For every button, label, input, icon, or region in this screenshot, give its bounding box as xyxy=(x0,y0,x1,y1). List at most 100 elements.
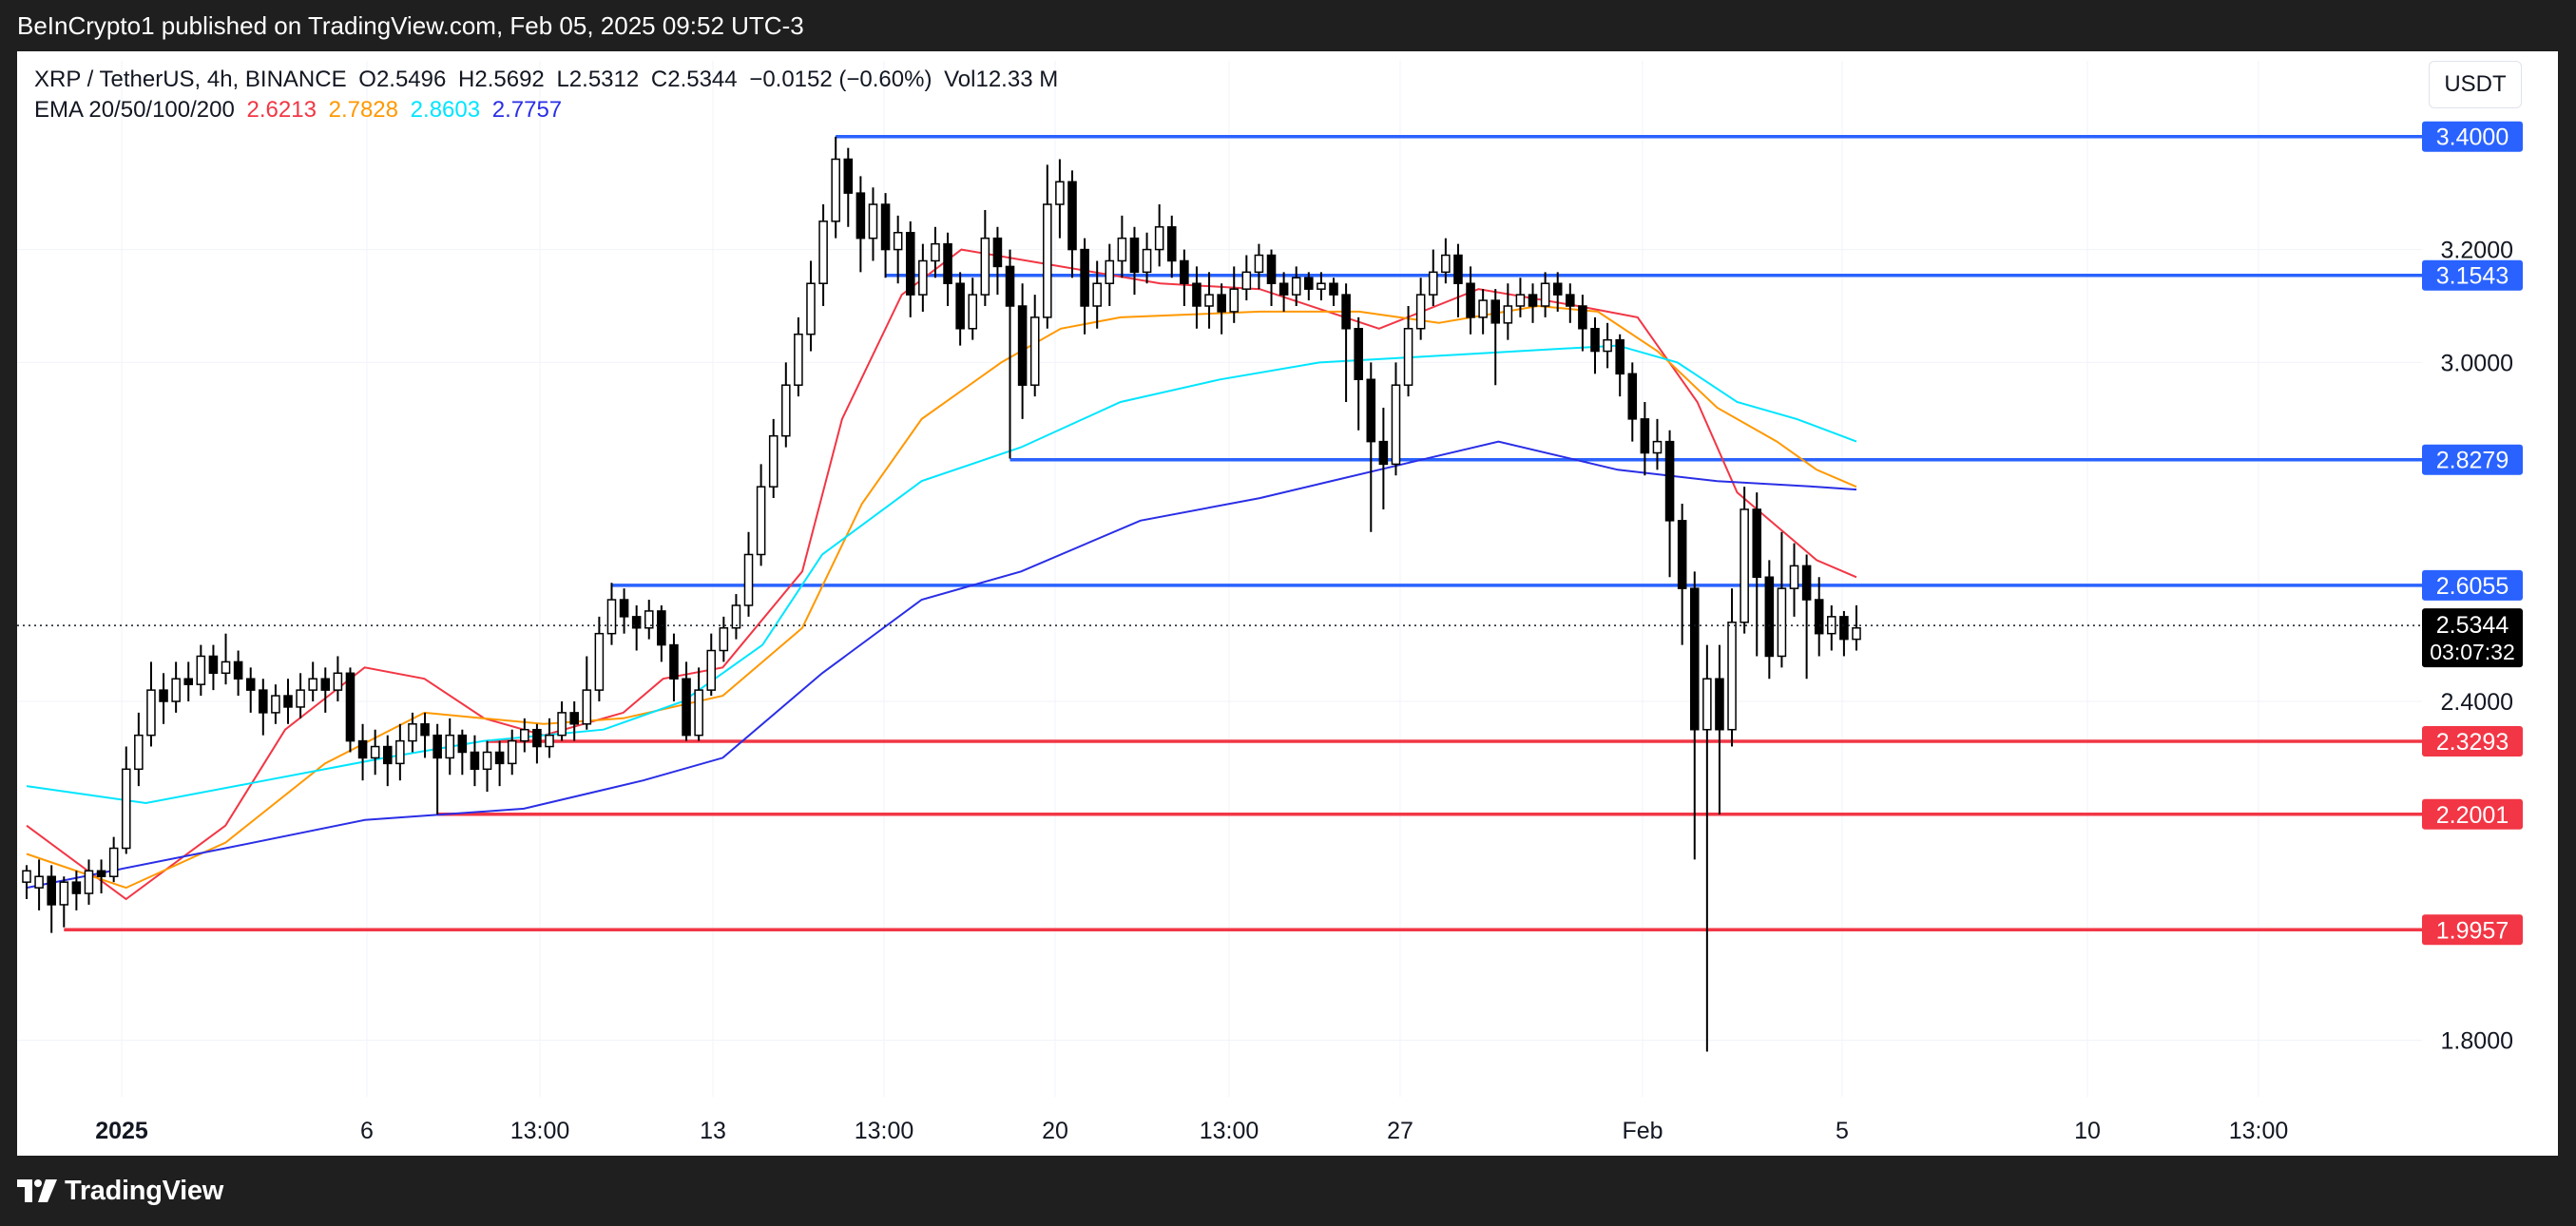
candle-down xyxy=(1453,254,1463,284)
candle-down xyxy=(1080,248,1089,307)
candle-up xyxy=(1478,299,1488,318)
candle-up xyxy=(1789,565,1799,589)
candle-down xyxy=(208,655,219,675)
candle-up xyxy=(221,661,231,675)
candle-up xyxy=(1029,316,1040,386)
candle-down xyxy=(855,192,866,239)
candle-down xyxy=(1764,576,1775,658)
candle-up xyxy=(1117,237,1127,262)
candle-up xyxy=(1043,203,1052,318)
candle-up xyxy=(1241,271,1252,290)
candle-up xyxy=(1254,254,1264,274)
candle-down xyxy=(357,739,368,759)
candle-up xyxy=(694,689,703,737)
legend-ema-row: EMA 20/50/100/200 2.6213 2.7828 2.8603 2… xyxy=(34,95,1064,125)
chart-panel[interactable]: 1.8000 2.4000 3.0000 3.2000 3.4000 3.1543 2.82… xyxy=(17,51,2558,1156)
candle-down xyxy=(1354,328,1363,381)
candle-down xyxy=(1366,378,1376,443)
high-label: H xyxy=(458,67,475,92)
candle-up xyxy=(594,632,605,691)
candle-down xyxy=(183,678,194,685)
candle-down xyxy=(1528,294,1538,307)
legend-open: O2.5496 xyxy=(358,67,446,92)
x-tick-label: 13:00 xyxy=(2229,1118,2289,1144)
candle-up xyxy=(171,678,181,702)
candle-up xyxy=(1702,678,1712,731)
candle-down xyxy=(1590,328,1600,353)
candle-up xyxy=(781,384,791,437)
candle-down xyxy=(1839,616,1849,641)
candle-up xyxy=(731,604,741,629)
candle-down xyxy=(1278,282,1289,296)
candle-down xyxy=(905,231,915,296)
symbol-label[interactable]: XRP / TetherUS, 4h, BINANCE xyxy=(34,67,347,92)
price-chart[interactable]: 1.8000 2.4000 3.0000 3.2000 3.4000 3.1543 2.82… xyxy=(17,51,2558,1156)
y-tick-label: 3.2000 xyxy=(2441,238,2513,264)
candle-up xyxy=(743,553,754,606)
candle-up xyxy=(1740,508,1749,623)
legend-ohlc-row: XRP / TetherUS, 4h, BINANCE O2.5496 H2.5… xyxy=(34,65,1064,95)
candle-down xyxy=(1067,181,1077,251)
candle-down xyxy=(631,616,642,629)
candle-down xyxy=(1166,226,1177,262)
high-value: 2.5692 xyxy=(474,67,545,92)
candle-up xyxy=(1777,587,1787,658)
support-level-tag xyxy=(2422,726,2523,757)
legend-close: C2.5344 xyxy=(651,67,738,92)
candle-up xyxy=(296,689,305,708)
candle-up xyxy=(1291,277,1301,296)
resistance-level-tag xyxy=(2422,444,2523,475)
legend-low: L2.5312 xyxy=(556,67,639,92)
candle-down xyxy=(494,751,505,765)
low-label: L xyxy=(556,67,569,92)
close-label: C xyxy=(650,67,668,92)
x-tick-label: 2025 xyxy=(95,1118,148,1144)
candle-up xyxy=(756,486,766,556)
tradingview-logo[interactable]: TradingView xyxy=(17,1175,223,1207)
candle-up xyxy=(1603,338,1612,353)
candle-up xyxy=(931,242,940,262)
tradingview-logo-icon xyxy=(17,1179,57,1202)
candle-down xyxy=(1627,373,1638,420)
candle-down xyxy=(1180,259,1189,284)
candle-down xyxy=(955,282,965,330)
ema-line-3 xyxy=(26,344,1857,805)
legend-volume: Vol12.33 M xyxy=(944,67,1058,92)
chart-legend: XRP / TetherUS, 4h, BINANCE O2.5496 H2.5… xyxy=(34,65,1064,125)
volume-value: 12.33 M xyxy=(975,67,1059,92)
candle-down xyxy=(1566,294,1575,307)
ema50-value: 2.7828 xyxy=(328,97,398,123)
candle-down xyxy=(159,689,168,702)
candle-up xyxy=(408,723,417,742)
candle-up xyxy=(1229,288,1240,313)
x-tick-label: 5 xyxy=(1836,1118,1849,1144)
candle-down xyxy=(992,237,1003,268)
ema-label[interactable]: EMA 20/50/100/200 xyxy=(34,97,235,123)
candle-up xyxy=(768,434,779,488)
publisher-bar: BeInCrypto1 published on TradingView.com… xyxy=(0,0,2576,51)
x-tick-label: 6 xyxy=(360,1118,374,1144)
candle-down xyxy=(245,678,256,691)
candle-down xyxy=(1266,254,1277,284)
low-value: 2.5312 xyxy=(568,67,640,92)
currency-button[interactable]: USDT xyxy=(2429,61,2522,108)
candle-down xyxy=(1801,565,1812,601)
candle-up xyxy=(806,282,816,335)
candle-down xyxy=(470,751,480,771)
candle-down xyxy=(1689,587,1700,731)
candle-up xyxy=(1142,248,1152,274)
candle-down xyxy=(1304,277,1314,290)
candle-down xyxy=(1341,294,1351,330)
candle-up xyxy=(108,847,119,877)
countdown-label: 03:07:32 xyxy=(2430,640,2515,664)
candle-down xyxy=(1640,418,1650,454)
candle-down xyxy=(1615,338,1624,375)
candle-up xyxy=(644,610,654,629)
candle-down xyxy=(1677,520,1687,589)
candle-down xyxy=(71,881,82,894)
candle-up xyxy=(271,695,280,714)
candle-up xyxy=(1415,294,1426,330)
candle-up xyxy=(1105,259,1115,284)
candle-down xyxy=(433,734,442,759)
ema-line-1 xyxy=(26,248,1857,901)
